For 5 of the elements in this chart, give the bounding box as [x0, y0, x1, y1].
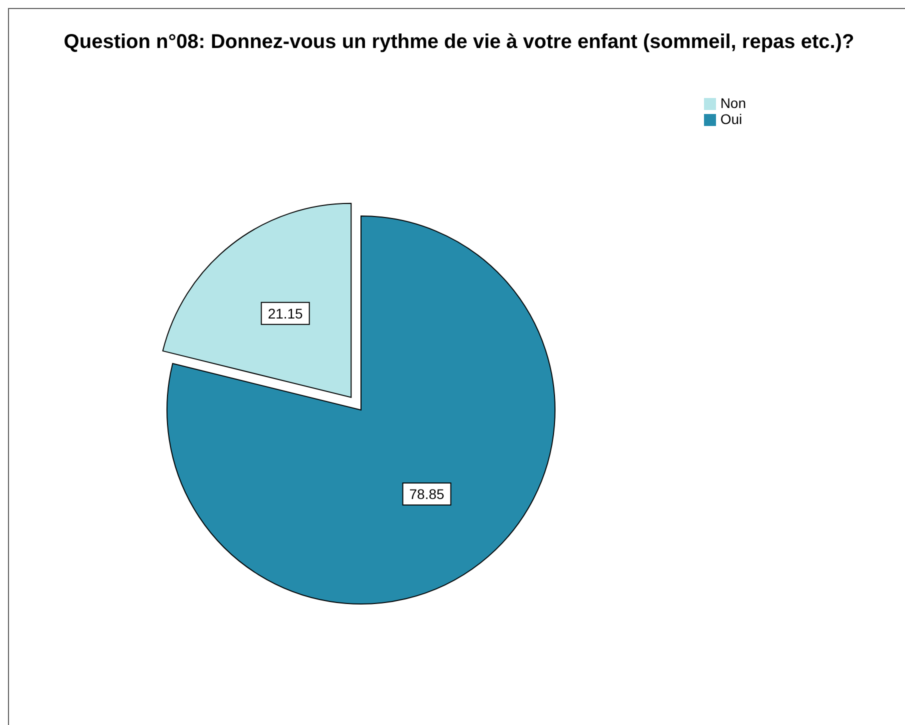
data-label: 78.85: [409, 486, 445, 502]
legend-label: Non: [720, 95, 746, 111]
data-label: 21.15: [268, 305, 304, 322]
chart-title: Question n°08: Donnez-vous un rythme de vie à votre enfant (sommeil, repas etc.)?: [62, 31, 856, 53]
legend-label: Oui: [720, 111, 742, 127]
